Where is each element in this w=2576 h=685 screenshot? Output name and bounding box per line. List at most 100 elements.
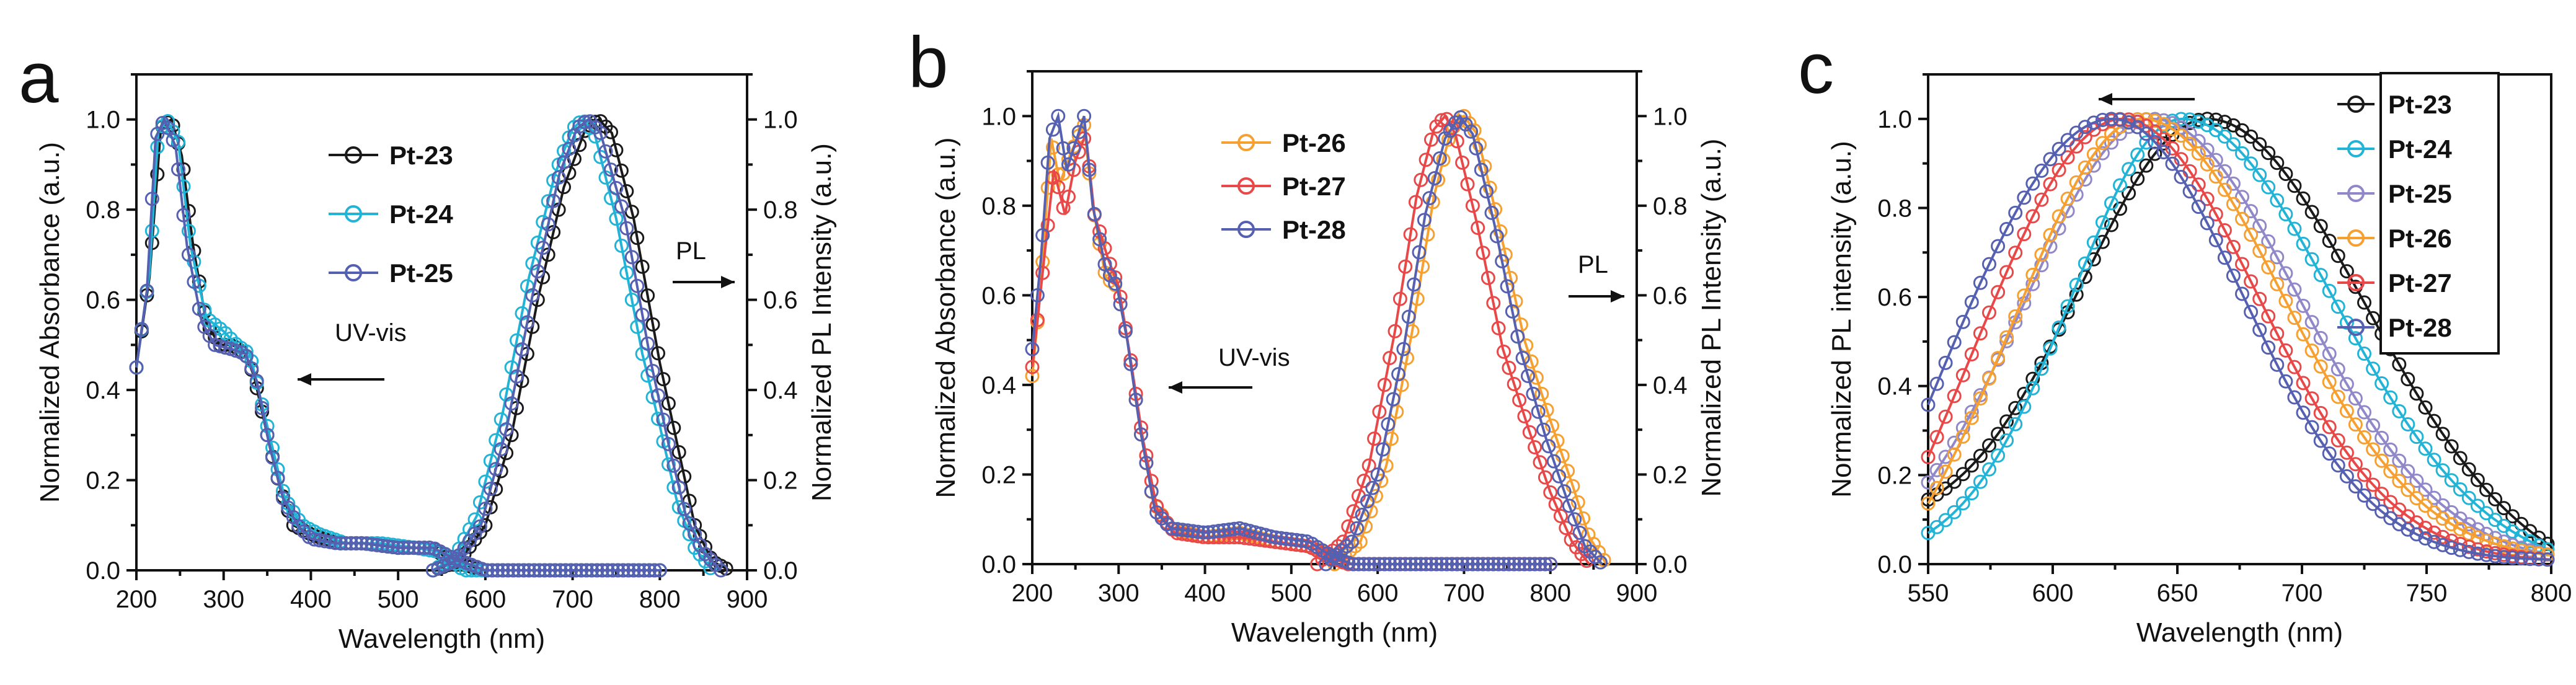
series-Pt-27-pl-point-10 bbox=[1361, 458, 1376, 473]
series-Pt-24-point-41 bbox=[2278, 207, 2293, 222]
series-Pt-28-abs-point-41 bbox=[1237, 522, 1252, 537]
series-Pt-27-pl-point-40 bbox=[1517, 409, 1532, 423]
series-Pt-25-abs-point-94 bbox=[621, 563, 636, 578]
series-Pt-27-point-5 bbox=[1964, 347, 1979, 361]
x-tick-label-650: 650 bbox=[2157, 580, 2198, 607]
series-Pt-25-point-46 bbox=[2322, 347, 2337, 361]
series-Pt-25-abs-point-22 bbox=[244, 361, 259, 376]
series-Pt-28-abs-point-0 bbox=[1025, 342, 1040, 356]
series-Pt-28-abs-point-83 bbox=[1455, 557, 1470, 572]
series-Pt-26-pl-point-28 bbox=[1472, 138, 1487, 152]
series-Pt-26-pl-point-29 bbox=[1477, 159, 1492, 174]
series-Pt-28-pl-point-18 bbox=[1412, 245, 1427, 260]
series-Pt-28-pl-point-47 bbox=[1562, 498, 1577, 513]
series-Pt-24-point-40 bbox=[2270, 193, 2285, 208]
annotation-uv-vis: UV-vis bbox=[335, 319, 407, 347]
series-Pt-28-point-66 bbox=[2497, 550, 2512, 565]
series-Pt-25-abs-point-26 bbox=[265, 450, 280, 465]
series-Pt-23-point-40 bbox=[2270, 156, 2285, 170]
series-Pt-28-abs-point-44 bbox=[1253, 526, 1268, 541]
series-Pt-26-point-51 bbox=[2366, 442, 2381, 457]
series-Pt-27-point-8 bbox=[1991, 285, 2006, 299]
series-Pt-28-abs-point-70 bbox=[1388, 557, 1402, 572]
series-Pt-28-point-1 bbox=[1929, 376, 1944, 391]
series-Pt-26-point-19 bbox=[2086, 147, 2101, 162]
series-Pt-28-point-14 bbox=[2043, 152, 2058, 167]
series-Pt-23-point-9 bbox=[1999, 414, 2014, 429]
series-Pt-28-pl-point-41 bbox=[1531, 404, 1546, 419]
x-tick-label-700: 700 bbox=[2282, 580, 2323, 607]
series-Pt-25-abs-point-51 bbox=[396, 541, 411, 555]
series-Pt-28-point-32 bbox=[2200, 216, 2215, 231]
series-Pt-27-point-16 bbox=[2060, 150, 2075, 165]
series-Pt-28-pl-point-48 bbox=[1567, 512, 1582, 527]
series-Pt-28-pl-point-5 bbox=[1344, 534, 1359, 549]
series-Pt-25-abs-point-74 bbox=[516, 563, 531, 578]
series-Pt-28-abs-point-1 bbox=[1030, 288, 1045, 303]
series-Pt-25-point-32 bbox=[2200, 143, 2215, 157]
series-Pt-28-pl-point-39 bbox=[1521, 369, 1535, 383]
series-Pt-25-pl-point-23 bbox=[546, 193, 561, 208]
series-Pt-25-pl-point-33 bbox=[598, 144, 613, 159]
series-Pt-25-pl-point-47 bbox=[671, 480, 686, 495]
series-Pt-25-abs-point-2 bbox=[139, 283, 154, 298]
series-Pt-25-pl-point-39 bbox=[630, 278, 645, 293]
series-Pt-25-point-33 bbox=[2208, 152, 2223, 167]
series-Pt-25-pl-point-24 bbox=[551, 170, 566, 185]
series-Pt-27-pl-point-21 bbox=[1419, 152, 1433, 167]
series-Pt-28-point-2 bbox=[1938, 355, 1953, 370]
series-Pt-28-abs-point-88 bbox=[1481, 557, 1495, 572]
series-Pt-25-abs-point-9 bbox=[176, 208, 191, 223]
series-Pt-28-abs-point-100 bbox=[1543, 557, 1558, 572]
y-tick-label-0.4: 0.4 bbox=[981, 372, 1016, 399]
y2-tick-label-0.2: 0.2 bbox=[763, 467, 798, 495]
series-Pt-28-abs-point-13 bbox=[1092, 232, 1107, 247]
y2-tick-label-0.4: 0.4 bbox=[1653, 372, 1688, 399]
series-Pt-28-point-7 bbox=[1982, 257, 1996, 272]
series-Pt-28-abs-point-3 bbox=[1040, 155, 1055, 170]
series-Pt-28-point-52 bbox=[2375, 504, 2389, 519]
series-Pt-28-abs-point-28 bbox=[1170, 522, 1185, 537]
x-tick-label-500: 500 bbox=[378, 586, 419, 613]
series-Pt-28-point-43 bbox=[2296, 405, 2311, 420]
series-Pt-28-pl-point-8 bbox=[1360, 494, 1374, 509]
series-Pt-24-point-23 bbox=[2122, 162, 2136, 177]
series-Pt-28-abs-point-22 bbox=[1139, 456, 1154, 471]
series-Pt-25-abs-point-99 bbox=[647, 563, 662, 578]
series-Pt-23-pl-point-35 bbox=[609, 143, 624, 157]
series-Pt-27-point-46 bbox=[2322, 420, 2337, 435]
series-Pt-24-point-8 bbox=[1991, 448, 2006, 463]
series-Pt-26-point-16 bbox=[2060, 192, 2075, 206]
series-Pt-25-pl-point-46 bbox=[666, 458, 681, 473]
series-Pt-26-pl-point-38 bbox=[1524, 354, 1539, 369]
series-Pt-25-abs-point-88 bbox=[590, 563, 604, 578]
series-Pt-25-abs-point-53 bbox=[407, 541, 421, 555]
series-Pt-28-abs-point-81 bbox=[1445, 557, 1459, 572]
series-Pt-25-abs-point-66 bbox=[474, 562, 489, 577]
legend-label-Pt-26: Pt-26 bbox=[1282, 128, 1346, 157]
series-Pt-24-point-7 bbox=[1982, 462, 1996, 477]
series-Pt-23-point-25 bbox=[2139, 158, 2154, 173]
series-Pt-27-point-38 bbox=[2252, 291, 2267, 306]
series-Pt-27-pl-point-6 bbox=[1341, 519, 1356, 534]
series-Pt-24-point-38 bbox=[2252, 167, 2267, 182]
series-Pt-25-abs-point-79 bbox=[542, 563, 557, 578]
series-Pt-26-pl-point-30 bbox=[1482, 180, 1497, 195]
series-Pt-27-point-32 bbox=[2200, 192, 2215, 206]
series-Pt-24-point-11 bbox=[2017, 399, 2032, 414]
series-Pt-27-pl-point-16 bbox=[1392, 291, 1407, 306]
series-Pt-26-point-30 bbox=[2182, 136, 2197, 151]
series-Pt-28-point-61 bbox=[2453, 542, 2468, 557]
series-Pt-27-pl-point-12 bbox=[1372, 404, 1387, 419]
series-Pt-24-point-58 bbox=[2427, 453, 2441, 467]
series-Pt-26-point-32 bbox=[2200, 157, 2215, 172]
series-Pt-25-abs-point-80 bbox=[547, 563, 562, 578]
series-Pt-23-point-57 bbox=[2418, 400, 2433, 415]
legend-label-Pt-25: Pt-25 bbox=[389, 259, 453, 288]
series-Pt-28-abs-point-98 bbox=[1533, 557, 1547, 572]
x-tick-label-800: 800 bbox=[639, 586, 681, 613]
series-Pt-24-point-62 bbox=[2461, 490, 2476, 505]
series-Pt-24-point-25 bbox=[2139, 135, 2154, 150]
series-Pt-28-point-45 bbox=[2313, 433, 2328, 448]
